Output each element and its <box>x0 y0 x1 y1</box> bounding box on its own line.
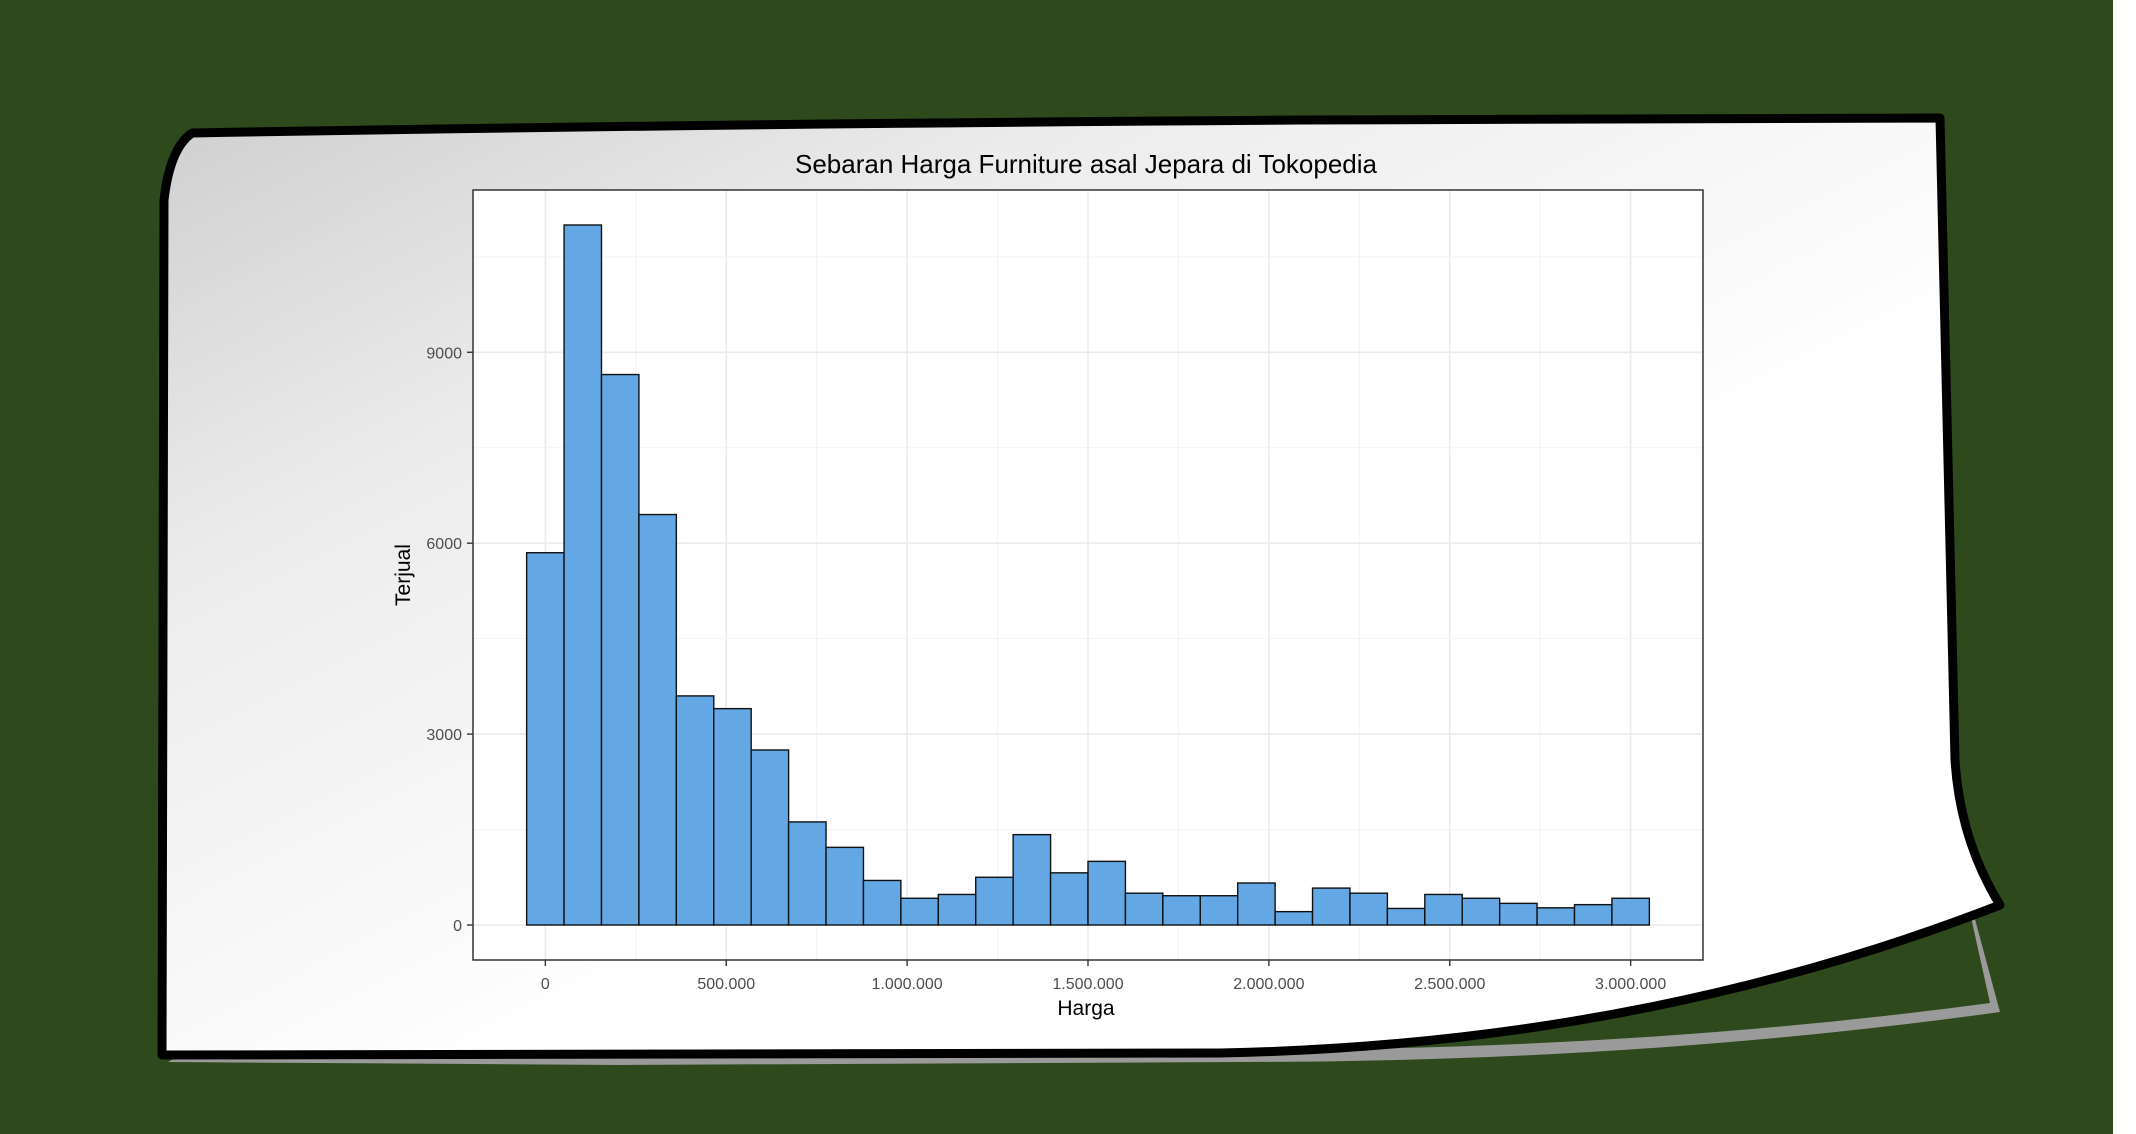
histogram-bar <box>750 749 790 926</box>
histogram-bar <box>1536 907 1576 926</box>
grid-lines <box>473 190 1703 960</box>
histogram-bar <box>975 876 1014 926</box>
histogram-bar <box>600 373 640 926</box>
y-tick-label: 0 <box>453 918 462 935</box>
histogram-bar <box>1573 903 1613 926</box>
x-tick-label: 500.000 <box>697 976 755 993</box>
histogram-bar <box>713 707 752 926</box>
histogram-bar <box>675 695 715 926</box>
histogram-bar <box>1049 872 1089 926</box>
histogram-bar <box>862 879 902 926</box>
histogram-bar <box>1498 902 1538 926</box>
y-tick-label: 6000 <box>426 536 462 553</box>
y-axis: 0 3000 6000 9000 <box>426 345 473 935</box>
histogram-bar <box>525 552 565 926</box>
x-axis-title: Harga <box>1057 997 1115 1020</box>
x-tick-label: 1.000.000 <box>872 976 943 993</box>
histogram-bar <box>937 893 977 926</box>
histogram-bar <box>1012 833 1052 926</box>
histogram-bar <box>1424 893 1463 926</box>
histogram-bar <box>1611 897 1651 926</box>
x-tick-label: 3.000.000 <box>1595 976 1666 993</box>
histogram-bar <box>1199 895 1239 926</box>
histogram-bar <box>1087 860 1127 926</box>
x-tick-label: 2.000.000 <box>1233 976 1304 993</box>
x-axis: 0 500.000 1.000.000 1.500.000 2.000.000 2.500… <box>541 960 1666 993</box>
histogram-bar <box>787 821 827 926</box>
histogram-bar <box>1236 882 1276 926</box>
x-tick-label: 2.500.000 <box>1414 976 1485 993</box>
histogram-bar <box>1386 907 1426 926</box>
y-axis-title: Terjual <box>392 544 415 606</box>
right-edge-band <box>2113 0 2136 1134</box>
histogram-bar <box>563 224 603 926</box>
histogram-bar <box>1461 897 1501 926</box>
histogram-bar <box>900 897 940 926</box>
x-tick-label: 1.500.000 <box>1052 976 1123 993</box>
plot-panel: 0 500.000 1.000.000 1.500.000 2.000.000 2.500… <box>426 189 1704 993</box>
y-tick-label: 3000 <box>426 727 462 744</box>
histogram-bar <box>1274 910 1314 926</box>
x-tick-label: 0 <box>541 976 550 993</box>
histogram-bars <box>525 224 1651 926</box>
histogram-bar <box>825 846 865 926</box>
histogram-bar <box>638 513 678 926</box>
chart-title: Sebaran Harga Furniture asal Jepara di T… <box>795 149 1378 179</box>
histogram-bar <box>1311 887 1351 926</box>
histogram-bar <box>1124 892 1164 926</box>
histogram-bar <box>1162 895 1201 926</box>
y-tick-label: 9000 <box>426 345 462 362</box>
histogram-bar <box>1349 892 1389 926</box>
